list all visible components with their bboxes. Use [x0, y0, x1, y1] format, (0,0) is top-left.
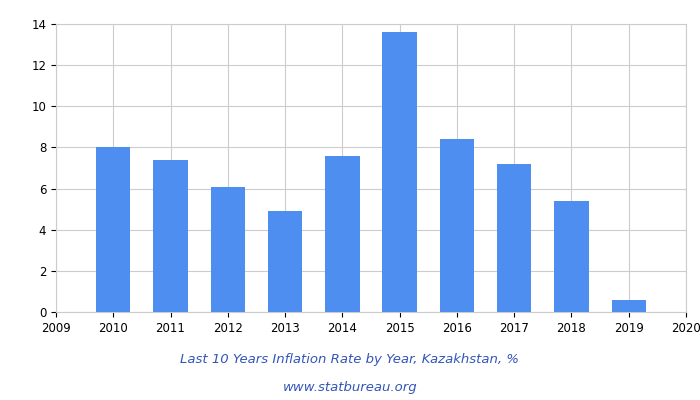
Bar [382, 32, 416, 312]
Bar [96, 148, 130, 312]
Bar [211, 186, 245, 312]
Bar [612, 300, 646, 312]
Bar [153, 160, 188, 312]
Bar [554, 201, 589, 312]
Bar [440, 139, 474, 312]
Text: Last 10 Years Inflation Rate by Year, Kazakhstan, %: Last 10 Years Inflation Rate by Year, Ka… [181, 354, 519, 366]
Text: www.statbureau.org: www.statbureau.org [283, 382, 417, 394]
Bar [497, 164, 531, 312]
Bar [268, 211, 302, 312]
Bar [326, 156, 360, 312]
